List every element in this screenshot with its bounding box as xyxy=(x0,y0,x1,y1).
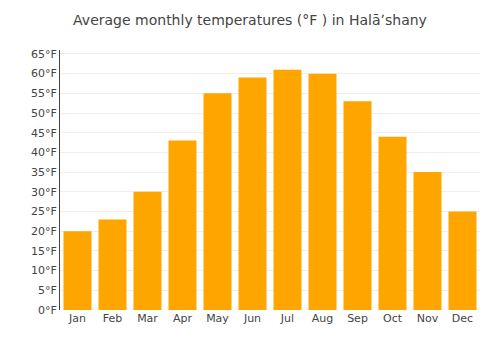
svg-text:30°F: 30°F xyxy=(31,186,57,199)
svg-text:Sep: Sep xyxy=(347,312,368,325)
svg-text:Average monthly temperatures (: Average monthly temperatures (°F ) in Ha… xyxy=(73,12,427,28)
svg-text:Jan: Jan xyxy=(68,312,86,325)
svg-text:Jul: Jul xyxy=(280,312,294,325)
svg-text:May: May xyxy=(206,312,229,325)
svg-text:Mar: Mar xyxy=(137,312,158,325)
svg-text:0°F: 0°F xyxy=(38,304,57,317)
svg-text:60°F: 60°F xyxy=(31,67,57,80)
svg-text:Dec: Dec xyxy=(452,312,473,325)
svg-text:Feb: Feb xyxy=(103,312,122,325)
svg-text:10°F: 10°F xyxy=(31,264,57,277)
svg-text:45°F: 45°F xyxy=(31,127,57,140)
svg-text:35°F: 35°F xyxy=(31,166,57,179)
svg-text:Apr: Apr xyxy=(173,312,193,325)
svg-text:Aug: Aug xyxy=(312,312,333,325)
svg-text:25°F: 25°F xyxy=(31,205,57,218)
svg-text:Oct: Oct xyxy=(383,312,403,325)
svg-text:65°F: 65°F xyxy=(31,48,57,61)
svg-text:55°F: 55°F xyxy=(31,87,57,100)
svg-text:5°F: 5°F xyxy=(38,284,57,297)
svg-text:15°F: 15°F xyxy=(31,245,57,258)
svg-text:Jun: Jun xyxy=(243,312,261,325)
svg-text:20°F: 20°F xyxy=(31,225,57,238)
svg-text:40°F: 40°F xyxy=(31,146,57,159)
svg-text:50°F: 50°F xyxy=(31,107,57,120)
svg-text:Nov: Nov xyxy=(417,312,439,325)
